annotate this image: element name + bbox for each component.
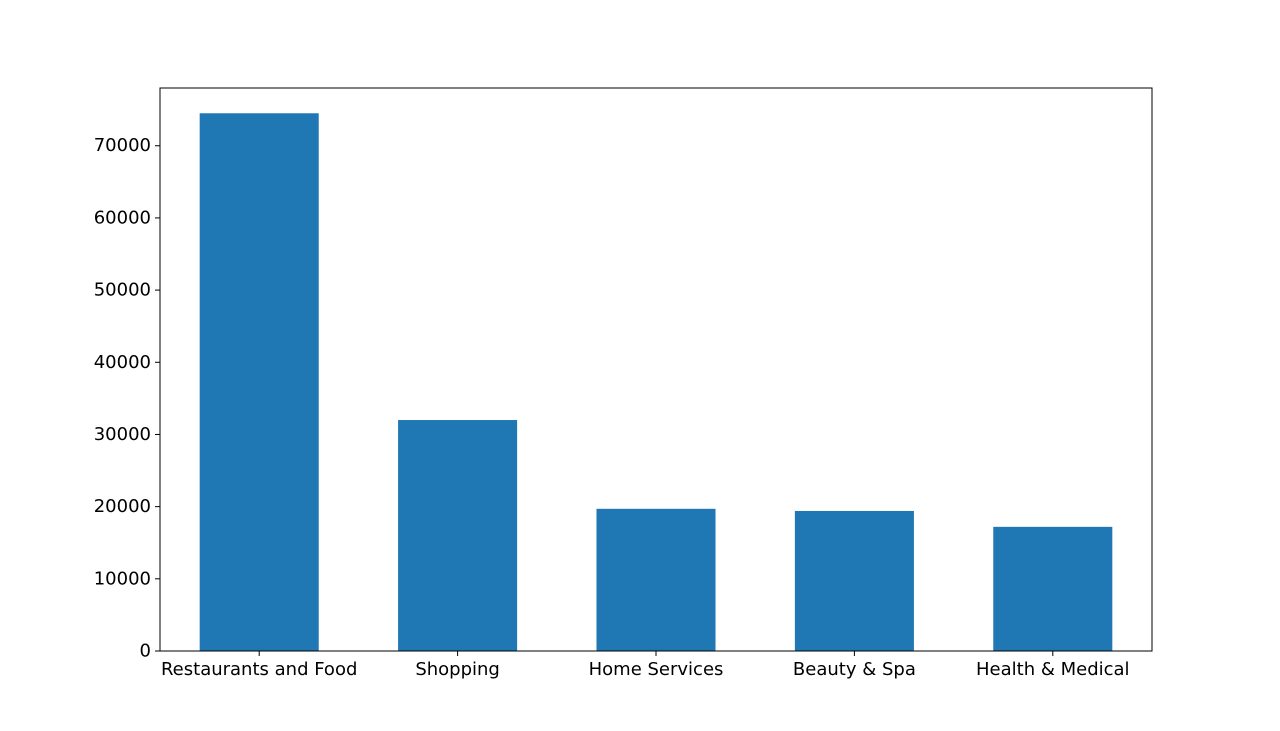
bar bbox=[794, 510, 914, 651]
bar bbox=[993, 526, 1113, 651]
y-tick-label: 60000 bbox=[94, 207, 151, 228]
x-tick-label: Shopping bbox=[415, 659, 500, 680]
y-tick-label: 30000 bbox=[94, 424, 151, 445]
bars-group bbox=[199, 113, 1113, 651]
y-axis: 0 10000 20000 30000 40000 50000 60000 70000 bbox=[94, 135, 160, 662]
x-tick-label: Restaurants and Food bbox=[161, 659, 357, 680]
bar bbox=[398, 420, 518, 651]
x-axis: Restaurants and Food Shopping Home Service… bbox=[161, 651, 1130, 680]
y-tick-label: 70000 bbox=[94, 135, 151, 156]
x-tick-label: Health & Medical bbox=[976, 659, 1130, 680]
y-tick-label: 20000 bbox=[94, 496, 151, 517]
x-tick-label: Home Services bbox=[589, 659, 724, 680]
bar bbox=[199, 113, 319, 651]
x-tick-label: Beauty & Spa bbox=[793, 659, 916, 680]
bar bbox=[596, 508, 716, 651]
y-tick-label: 40000 bbox=[94, 352, 151, 373]
y-tick-label: 10000 bbox=[94, 568, 151, 589]
y-tick-label: 0 bbox=[140, 641, 151, 662]
y-tick-label: 50000 bbox=[94, 280, 151, 301]
plot-frame bbox=[159, 87, 1153, 652]
